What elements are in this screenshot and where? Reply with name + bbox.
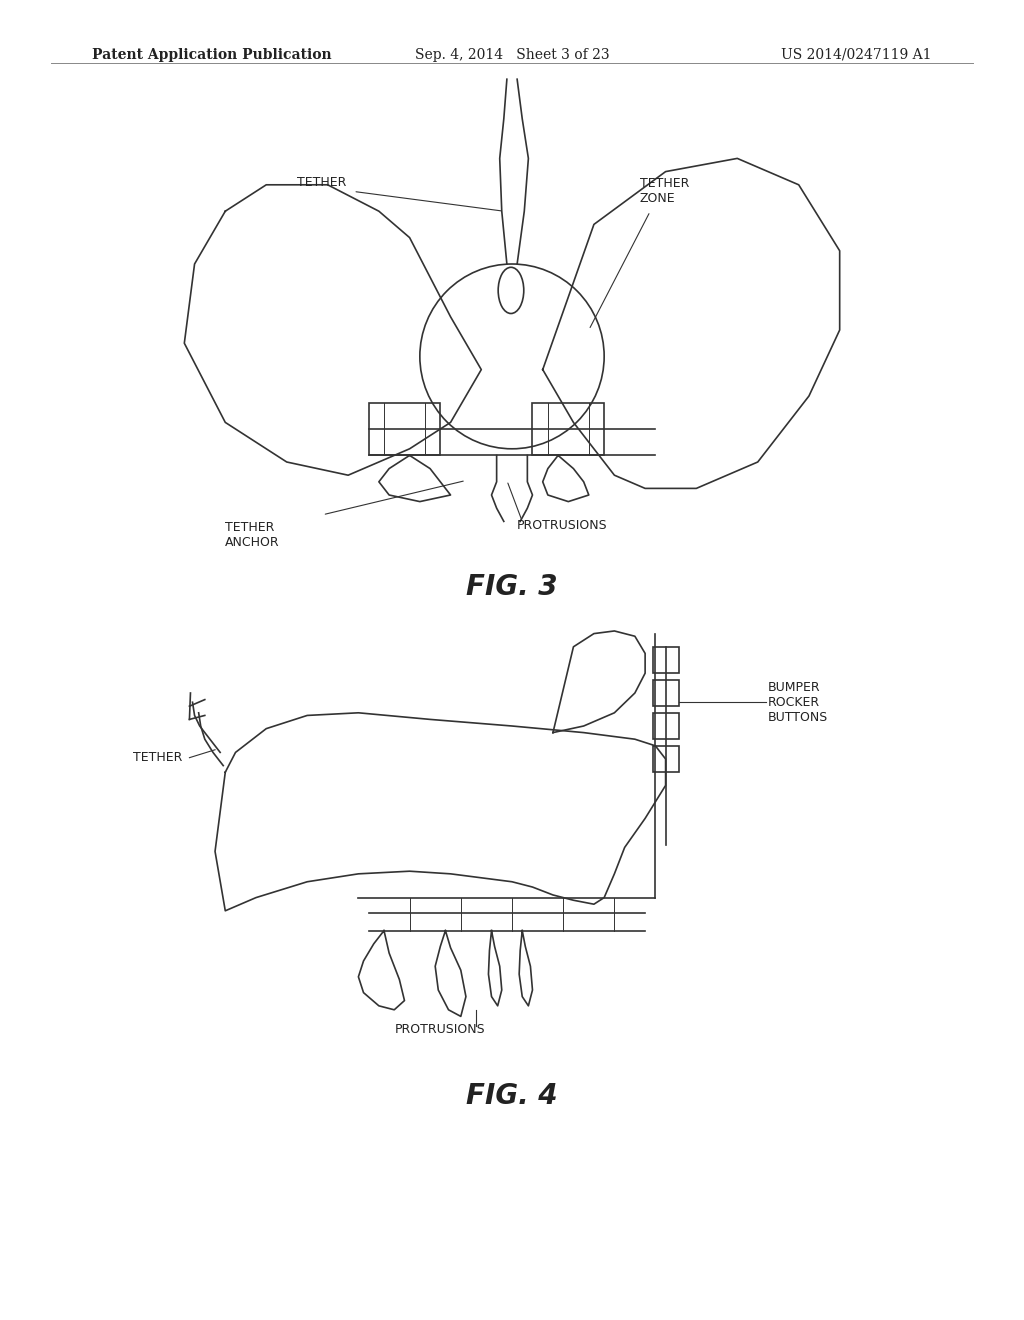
Text: Patent Application Publication: Patent Application Publication: [92, 48, 332, 62]
Text: PROTRUSIONS: PROTRUSIONS: [395, 1023, 485, 1036]
Text: US 2014/0247119 A1: US 2014/0247119 A1: [781, 48, 932, 62]
Text: TETHER: TETHER: [297, 176, 346, 189]
Text: TETHER: TETHER: [133, 751, 182, 764]
Text: TETHER
ZONE: TETHER ZONE: [640, 177, 689, 206]
Text: PROTRUSIONS: PROTRUSIONS: [517, 519, 608, 532]
Text: BUMPER
ROCKER
BUTTONS: BUMPER ROCKER BUTTONS: [768, 681, 828, 723]
Text: FIG. 3: FIG. 3: [466, 573, 558, 602]
Text: FIG. 4: FIG. 4: [466, 1081, 558, 1110]
Text: TETHER
ANCHOR: TETHER ANCHOR: [225, 521, 280, 549]
Text: Sep. 4, 2014   Sheet 3 of 23: Sep. 4, 2014 Sheet 3 of 23: [415, 48, 609, 62]
